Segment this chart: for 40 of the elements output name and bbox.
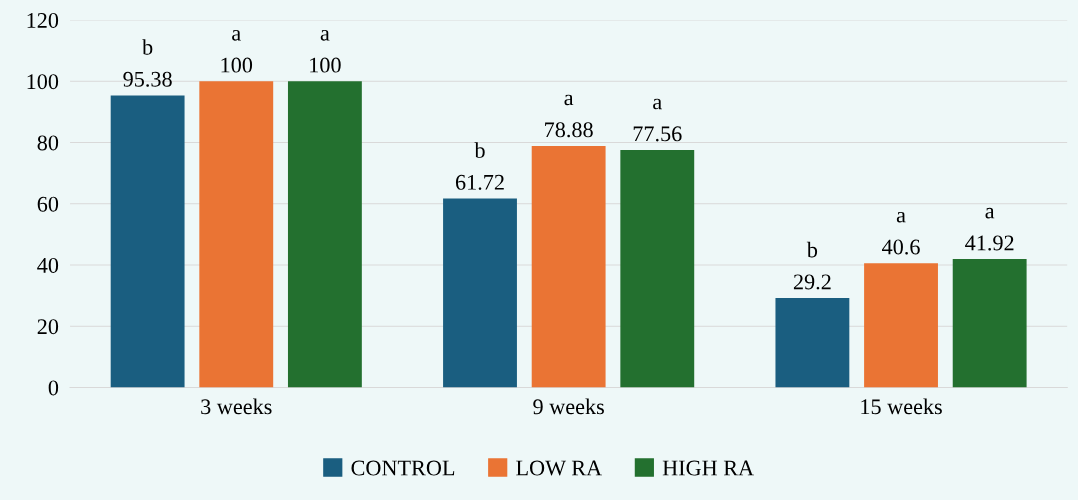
bar <box>199 81 274 388</box>
y-tick-label: 60 <box>37 196 59 212</box>
annotation: a <box>653 98 662 110</box>
data-label: 77.56 <box>633 126 682 142</box>
y-tick-label: 40 <box>37 257 59 273</box>
data-label: 29.2 <box>793 274 831 290</box>
y-tick-label: 80 <box>37 135 59 151</box>
data-label: 41.92 <box>965 235 1014 251</box>
annotation: a <box>564 94 574 106</box>
bar <box>287 81 362 388</box>
data-label: 95.38 <box>123 71 172 87</box>
y-tick-label: 20 <box>37 319 59 335</box>
bar <box>110 95 185 388</box>
x-tick-label: 15 weeks <box>861 398 942 415</box>
annotation: b <box>474 142 485 158</box>
data-label: 78.88 <box>545 122 593 138</box>
y-tick-label: 100 <box>27 74 59 90</box>
legend-label: LOW RA <box>516 460 602 476</box>
legend-label: HIGH RA <box>662 460 754 476</box>
data-label: 100 <box>221 57 253 73</box>
y-tick-label: 0 <box>48 380 59 396</box>
data-label: 100 <box>310 57 341 73</box>
annotation: b <box>142 39 153 55</box>
annotation: a <box>896 211 906 223</box>
annotation: a <box>320 29 330 41</box>
x-tick-label: 3 weeks <box>201 398 272 415</box>
y-tick-label: 120 <box>27 12 59 28</box>
legend-label: CONTROL <box>351 460 455 476</box>
bar <box>775 298 850 388</box>
annotation: a <box>985 207 995 219</box>
data-label: 61.72 <box>455 174 504 190</box>
bar <box>864 263 938 388</box>
bar <box>443 198 517 388</box>
bar <box>620 149 695 388</box>
annotation: a <box>232 29 241 41</box>
annotation: b <box>806 241 818 258</box>
data-label: 40.6 <box>882 239 920 255</box>
bar <box>952 259 1027 388</box>
x-tick-label: 9 weeks <box>533 398 604 415</box>
bar <box>531 145 606 388</box>
